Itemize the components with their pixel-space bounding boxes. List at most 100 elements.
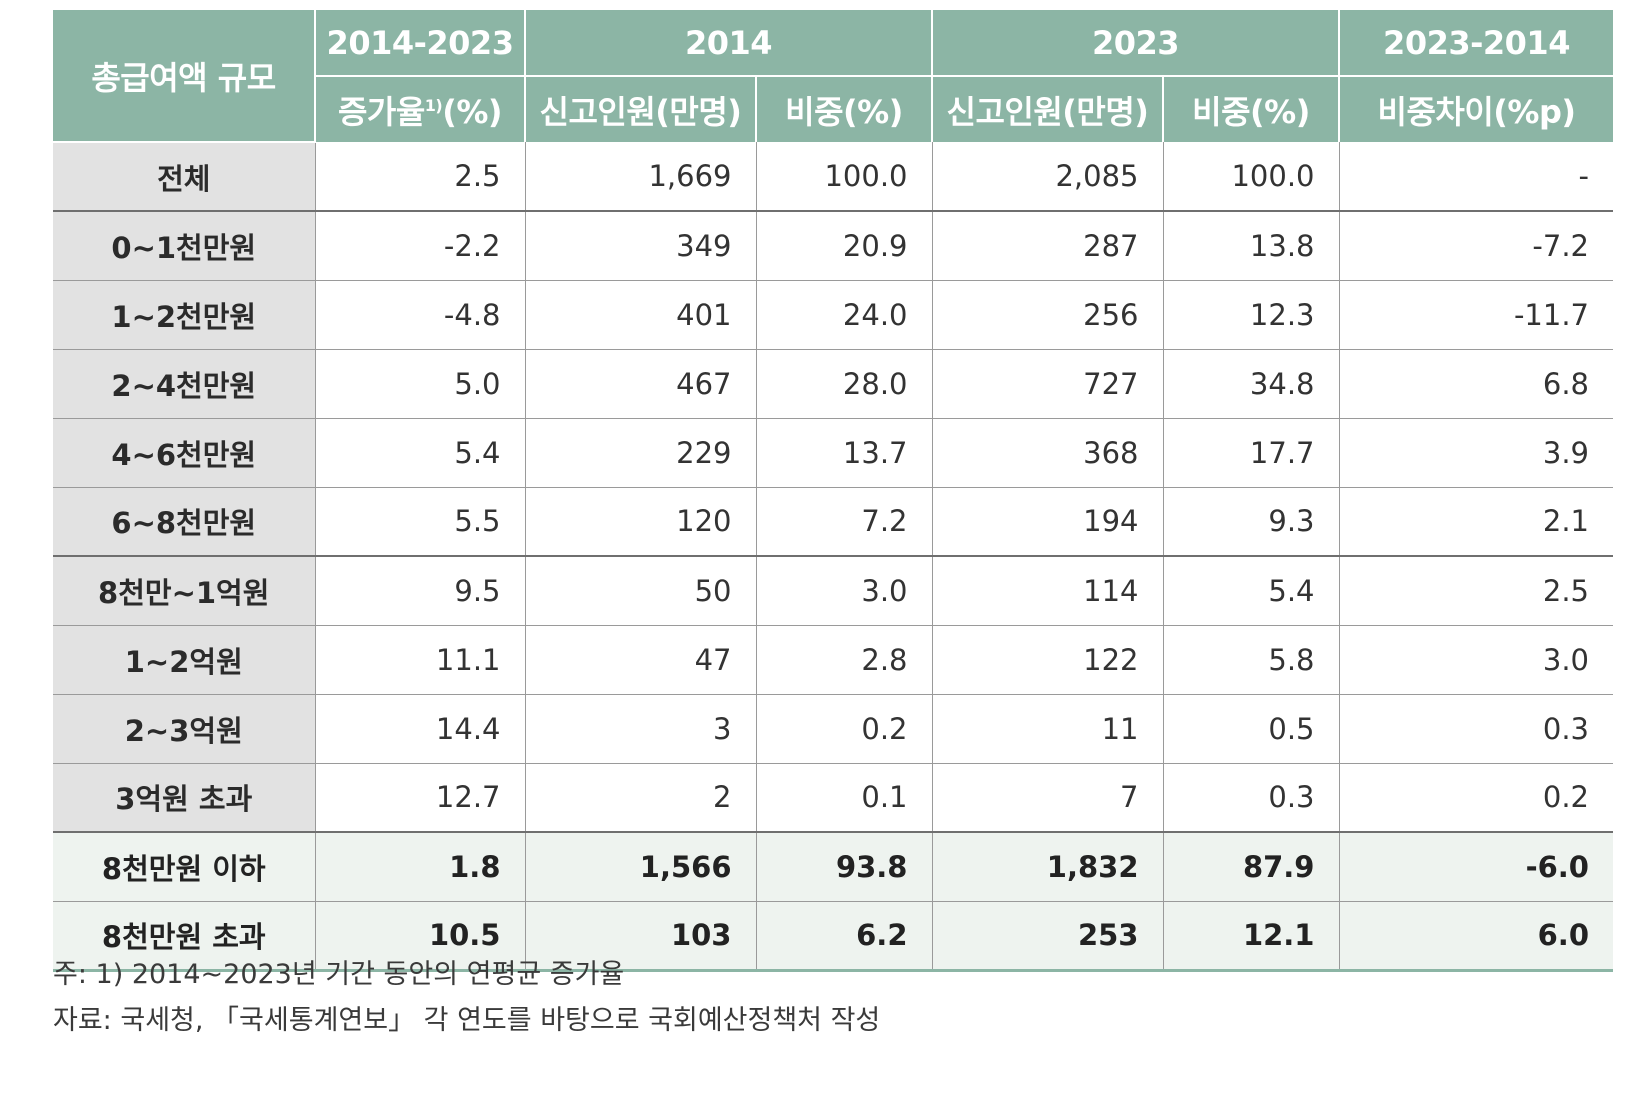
table-row: 1~2천만원 -4.8 401 24.0 256 12.3 -11.7: [53, 280, 1613, 350]
header-group-2014-2023: 2014-2023: [314, 10, 525, 77]
cell-count-2014: 120: [524, 487, 756, 557]
header-row-label: 총급여액 규모: [53, 10, 315, 143]
cell-share-2023: 0.3: [1162, 763, 1339, 833]
cell-count-2014: 50: [524, 556, 756, 626]
cell-share-2014: 3.0: [755, 556, 932, 626]
cell-count-2023: 727: [931, 349, 1163, 419]
table-row: 8천만~1억원 9.5 50 3.0 114 5.4 2.5: [53, 556, 1613, 626]
header-group-2014: 2014: [524, 10, 932, 77]
row-label: 4~6천만원: [53, 418, 315, 488]
cell-share-2014: 0.2: [755, 694, 932, 764]
cell-share-2023: 0.5: [1162, 694, 1339, 764]
cell-count-2023: 287: [931, 211, 1163, 281]
cell-growth: 2.5: [314, 142, 525, 212]
header-count-2023: 신고인원(만명): [931, 76, 1163, 142]
source-note: 자료: 국세청, 「국세통계연보」 각 연도를 바탕으로 국회예산정책처 작성: [53, 1005, 881, 1036]
table-row: 4~6천만원 5.4 229 13.7 368 17.7 3.9: [53, 418, 1613, 488]
cell-count-2014: 401: [524, 280, 756, 350]
cell-count-2023: 368: [931, 418, 1163, 488]
cell-share-2014: 0.1: [755, 763, 932, 833]
header-growth-rate: 증가율1)(%): [314, 76, 525, 142]
cell-count-2023: 2,085: [931, 142, 1163, 212]
row-label: 2~3억원: [53, 694, 315, 764]
footnote: 주: 1) 2014~2023년 기간 동안의 연평균 증가율: [53, 959, 625, 990]
cell-share-2014: 2.8: [755, 625, 932, 695]
cell-share-2014: 20.9: [755, 211, 932, 281]
cell-growth: 9.5: [314, 556, 525, 626]
cell-count-2023: 7: [931, 763, 1163, 833]
row-label: 0~1천만원: [53, 211, 315, 281]
cell-count-2023: 11: [931, 694, 1163, 764]
cell-share-diff: -11.7: [1338, 280, 1613, 350]
table-row: 3억원 초과 12.7 2 0.1 7 0.3 0.2: [53, 763, 1613, 833]
cell-share-diff: 0.3: [1338, 694, 1613, 764]
cell-share-2023: 34.8: [1162, 349, 1339, 419]
cell-count-2023: 253: [931, 901, 1163, 972]
row-label: 8천만원 초과: [53, 901, 315, 972]
cell-count-2014: 47: [524, 625, 756, 695]
cell-share-2023: 5.8: [1162, 625, 1339, 695]
cell-share-diff: -7.2: [1338, 211, 1613, 281]
cell-share-2014: 7.2: [755, 487, 932, 557]
cell-growth: 14.4: [314, 694, 525, 764]
cell-count-2014: 1,566: [524, 832, 756, 902]
cell-count-2014: 103: [524, 901, 756, 972]
table-row-summary: 8천만원 이하 1.8 1,566 93.8 1,832 87.9 -6.0: [53, 832, 1613, 902]
growth-footnote-marker: 1): [424, 95, 443, 115]
cell-count-2014: 1,669: [524, 142, 756, 212]
cell-share-2023: 9.3: [1162, 487, 1339, 557]
cell-share-2023: 12.3: [1162, 280, 1339, 350]
cell-count-2023: 194: [931, 487, 1163, 557]
cell-count-2014: 3: [524, 694, 756, 764]
cell-share-diff: 6.0: [1338, 901, 1613, 972]
table-row: 1~2억원 11.1 47 2.8 122 5.8 3.0: [53, 625, 1613, 695]
cell-count-2023: 1,832: [931, 832, 1163, 902]
row-label: 8천만원 이하: [53, 832, 315, 902]
cell-share-2014: 28.0: [755, 349, 932, 419]
cell-share-diff: 2.5: [1338, 556, 1613, 626]
header-count-2014: 신고인원(만명): [524, 76, 756, 142]
table-notes: 주: 1) 2014~2023년 기간 동안의 연평균 증가율 자료: 국세청,…: [53, 952, 880, 1044]
table-row: 2~4천만원 5.0 467 28.0 727 34.8 6.8: [53, 349, 1613, 419]
cell-share-diff: 3.9: [1338, 418, 1613, 488]
cell-share-diff: 3.0: [1338, 625, 1613, 695]
cell-share-2014: 24.0: [755, 280, 932, 350]
table-row-total: 전체 2.5 1,669 100.0 2,085 100.0 -: [53, 142, 1613, 212]
header-group-2023-2014: 2023-2014: [1338, 10, 1613, 77]
cell-share-2014: 13.7: [755, 418, 932, 488]
cell-share-2014: 6.2: [755, 901, 932, 972]
cell-growth: 1.8: [314, 832, 525, 902]
row-label: 1~2천만원: [53, 280, 315, 350]
cell-share-2023: 12.1: [1162, 901, 1339, 972]
cell-growth: 10.5: [314, 901, 525, 972]
table-row: 6~8천만원 5.5 120 7.2 194 9.3 2.1: [53, 487, 1613, 557]
cell-share-diff: 2.1: [1338, 487, 1613, 557]
cell-share-2023: 100.0: [1162, 142, 1339, 212]
cell-count-2014: 2: [524, 763, 756, 833]
header-share-2014: 비중(%): [755, 76, 932, 142]
cell-share-diff: -: [1338, 142, 1613, 212]
cell-growth: 12.7: [314, 763, 525, 833]
cell-growth: 11.1: [314, 625, 525, 695]
row-label: 3억원 초과: [53, 763, 315, 833]
cell-growth: 5.4: [314, 418, 525, 488]
row-label: 8천만~1억원: [53, 556, 315, 626]
header-group-2023: 2023: [931, 10, 1339, 77]
cell-count-2014: 467: [524, 349, 756, 419]
cell-growth: -2.2: [314, 211, 525, 281]
cell-share-2014: 100.0: [755, 142, 932, 212]
table-row-summary: 8천만원 초과 10.5 103 6.2 253 12.1 6.0: [53, 901, 1613, 972]
row-label: 6~8천만원: [53, 487, 315, 557]
header-share-diff: 비중차이(%p): [1338, 76, 1613, 142]
cell-share-2014: 93.8: [755, 832, 932, 902]
row-label: 2~4천만원: [53, 349, 315, 419]
row-label: 전체: [53, 142, 315, 212]
table-row: 0~1천만원 -2.2 349 20.9 287 13.8 -7.2: [53, 211, 1613, 281]
cell-share-2023: 17.7: [1162, 418, 1339, 488]
cell-share-2023: 13.8: [1162, 211, 1339, 281]
cell-share-2023: 87.9: [1162, 832, 1339, 902]
cell-count-2023: 114: [931, 556, 1163, 626]
cell-count-2023: 256: [931, 280, 1163, 350]
cell-share-diff: -6.0: [1338, 832, 1613, 902]
cell-count-2023: 122: [931, 625, 1163, 695]
